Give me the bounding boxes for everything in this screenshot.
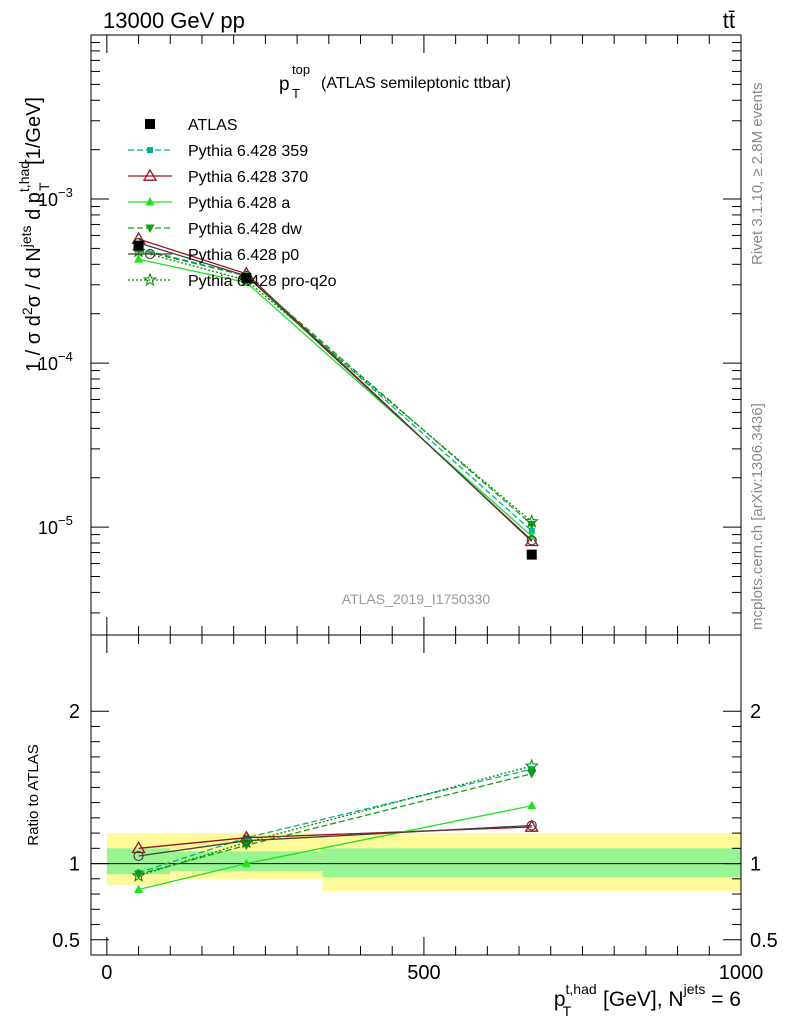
svg-text:p: p <box>279 74 290 95</box>
title-main: p <box>279 74 290 95</box>
data-point <box>241 273 252 284</box>
data-point <box>133 240 144 251</box>
x-tick-label: 500 <box>407 962 440 984</box>
series-line <box>138 250 533 523</box>
data-point <box>526 549 537 560</box>
y-tick-label-right: 0.5 <box>750 930 778 952</box>
title-rest: (ATLAS semileptonic ttbar) <box>321 75 511 92</box>
ratio-series-5-group <box>131 758 539 882</box>
watermark: ATLAS_2019_I1750330 <box>342 591 491 607</box>
rivet-label: Rivet 3.1.10, ≥ 2.8M events <box>749 83 766 266</box>
ratio-x-axis: 0 500 1000 <box>101 635 763 984</box>
legend-marker <box>147 147 153 153</box>
legend-marker <box>145 224 155 233</box>
legend-marker <box>145 119 155 129</box>
ratio-panel: 0.5 0.5 1 1 2 2 0 500 1000 Ratio to ATLAS pt,ha… <box>25 634 778 1019</box>
legend: ATLAS Pythia 6.428 359 Pythia 6.428 370 Pyt… <box>128 117 337 290</box>
y-tick-label: 0.5 <box>52 930 80 952</box>
series-point <box>526 535 537 546</box>
legend-label: Pythia 6.428 359 <box>188 143 308 160</box>
legend-label: Pythia 6.428 dw <box>188 221 302 238</box>
ratio-y-axis: 0.5 0.5 1 1 2 2 <box>52 701 778 952</box>
ratio-series-point <box>526 820 537 831</box>
ratio-plot-area <box>91 758 741 893</box>
series-point <box>134 254 144 263</box>
ratio-series-2-group <box>134 800 537 893</box>
series-2-group <box>134 254 537 540</box>
ratio-series-point <box>239 834 254 849</box>
legend-label: Pythia 6.428 a <box>188 195 290 212</box>
series-line <box>138 258 533 537</box>
ratio-series-point <box>527 770 537 779</box>
x-axis-label: pt,had T [GeV], Njets = 6 <box>554 981 741 1019</box>
main-x-ticks <box>106 35 742 635</box>
plot-title: p top T (ATLAS semileptonic ttbar) <box>279 62 511 101</box>
legend-marker <box>144 248 156 260</box>
legend-marker <box>142 168 158 181</box>
legend-label: Pythia 6.428 p0 <box>188 247 299 264</box>
legend-label: Pythia 6.428 370 <box>188 169 308 186</box>
title-sup: top <box>292 62 310 77</box>
data-points <box>133 240 537 560</box>
ratio-series-point <box>241 858 251 868</box>
beam-label: 13000 GeV pp <box>103 8 245 33</box>
main-plot-area <box>131 231 539 560</box>
legend-marker <box>145 197 155 206</box>
y-tick-label: 10−3 <box>38 185 73 210</box>
ratio-series-point <box>133 850 144 862</box>
y-tick-label-right: 1 <box>750 854 761 876</box>
series-point <box>524 514 539 528</box>
legend-label: Pythia 6.428 pro-q2o <box>188 273 337 290</box>
x-tick-label: 0 <box>101 962 112 984</box>
y-tick-label: 2 <box>69 701 80 723</box>
ratio-series-point <box>134 870 144 880</box>
legend-label: ATLAS <box>188 117 238 134</box>
main-y-label: 1 / σ d2σ / d Njets d pt,had T [1/GeV] <box>16 97 52 372</box>
ratio-y-label: Ratio to ATLAS <box>25 744 42 845</box>
ratio-series-point <box>131 841 146 854</box>
mcplots-label: mcplots.cern.ch [arXiv:1306.3436] <box>749 403 766 630</box>
ratio-series-point <box>134 884 144 893</box>
legend-marker <box>142 272 158 287</box>
ratio-series-line <box>138 765 532 877</box>
main-panel: 10−5 10−4 10−3 ATLAS_2019_I1750330 p top T… <box>16 34 742 636</box>
uncertainty-band-inner <box>322 848 741 878</box>
ratio-series-point <box>131 868 146 882</box>
y-tick-label: 10−5 <box>38 513 73 538</box>
series-line <box>138 247 533 532</box>
ratio-frame <box>90 634 742 956</box>
x-tick-label: 1000 <box>719 962 764 984</box>
y-tick-label-right: 2 <box>750 701 761 723</box>
ratio-series-point <box>524 758 539 773</box>
ratio-series-point <box>527 800 537 810</box>
y-tick-label: 10−4 <box>38 349 73 374</box>
title-sub: T <box>292 86 300 101</box>
process-label: tt̄ <box>723 8 735 33</box>
series-point <box>528 527 535 534</box>
main-y-axis: 10−5 10−4 10−3 <box>38 34 741 614</box>
y-tick-label: 1 <box>69 854 80 876</box>
ratio-series-line <box>138 824 532 857</box>
